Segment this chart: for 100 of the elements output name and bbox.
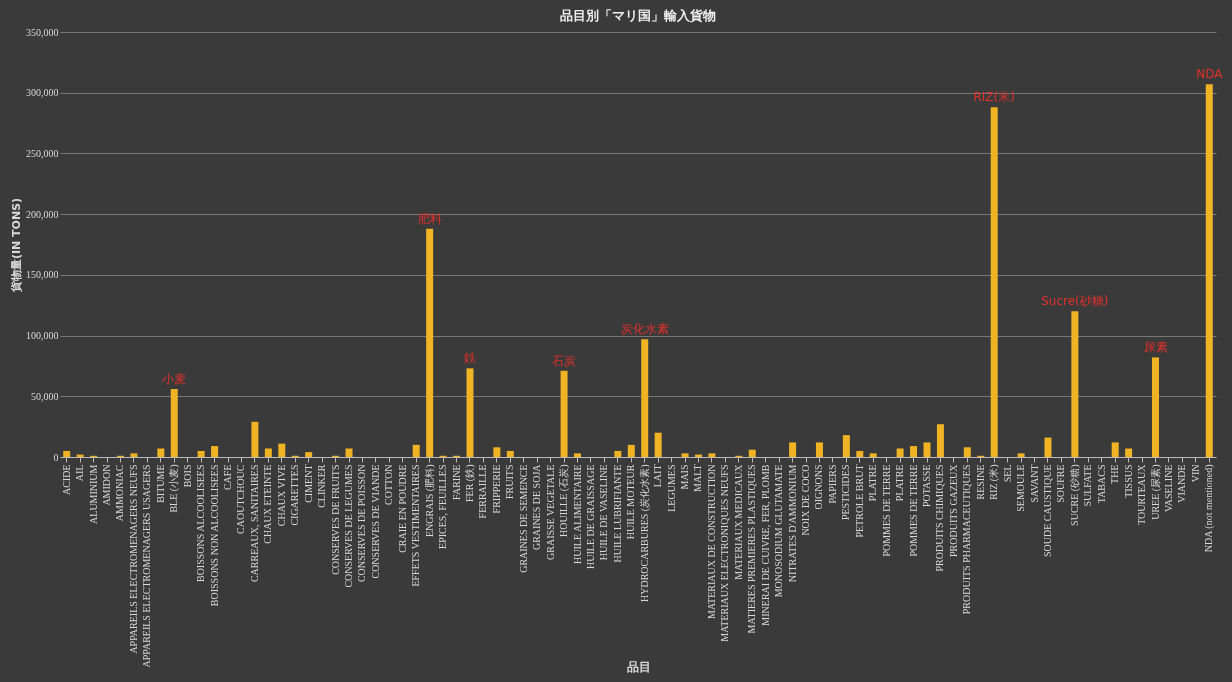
- x-tick-label: SEMOULE: [1015, 464, 1027, 512]
- x-tick-label: HOUILLE (石炭): [558, 464, 571, 537]
- bar: [170, 389, 178, 457]
- x-tick-label: EFFETS VESTIMENTAIRES: [410, 464, 422, 587]
- x-tick-label: CAFE: [222, 464, 234, 491]
- bar: [990, 107, 998, 457]
- bar: [1017, 453, 1025, 457]
- x-tick-label: CAOUTCHOUC: [235, 464, 247, 534]
- bar: [130, 453, 138, 457]
- x-tick-label: VIN: [1189, 464, 1201, 483]
- x-tick-label: CONSERVES DE POISSON: [356, 464, 368, 583]
- y-tick-label: 350,000: [26, 26, 59, 38]
- bar: [278, 443, 286, 457]
- x-tick-label: PETROLE BRUT: [853, 464, 865, 538]
- annotation: 炭化水素: [620, 322, 669, 337]
- annotation: 鉄: [463, 351, 476, 366]
- x-axis-title: 品目: [626, 659, 651, 674]
- annotation: 尿素: [1143, 340, 1168, 355]
- x-tick-label: OIGNONS: [813, 464, 825, 510]
- x-tick-label: BLE (小麦): [168, 464, 181, 513]
- bar: [748, 449, 756, 457]
- x-tick-label: MATIERES PREMIERES PLASTIQUES: [746, 464, 758, 634]
- bar: [197, 450, 205, 457]
- x-tick-label: CONSERVES DE FRUITS: [329, 464, 341, 575]
- bar: [1152, 357, 1160, 457]
- bar: [506, 450, 514, 457]
- x-tick-label: FER (鉄): [463, 464, 476, 502]
- x-tick-label: MAIS: [679, 464, 691, 490]
- x-tick-label: VASELINE: [1162, 464, 1174, 513]
- bar: [641, 339, 649, 457]
- bar: [856, 450, 864, 457]
- x-tick-label: CLINKER: [316, 464, 328, 508]
- x-tick-label: HUILE LUBRIFIANTE: [611, 464, 623, 563]
- x-tick-label: FRUITS: [504, 464, 516, 499]
- bar: [305, 452, 313, 457]
- x-tick-label: POMMES DE TERRE: [880, 464, 892, 557]
- annotation: RIZ(米): [973, 90, 1015, 105]
- bar: [815, 442, 823, 457]
- bar: [923, 442, 931, 457]
- bar: [681, 453, 689, 457]
- y-tick-label: 300,000: [26, 87, 59, 99]
- y-tick-label: 50,000: [31, 390, 59, 402]
- x-tick-label: THE: [1109, 464, 1121, 484]
- x-tick-label: GRAINES DE SEMENCE: [517, 464, 529, 573]
- bar: [1125, 448, 1133, 457]
- bar: [345, 448, 353, 457]
- x-tick-label: CHAUX VIVE: [275, 464, 287, 527]
- x-tick-label: GRAISSE VEGETALE: [544, 464, 556, 560]
- bar: [211, 446, 219, 457]
- y-tick-label: 200,000: [26, 208, 59, 220]
- x-tick-label: RESINE: [974, 464, 986, 500]
- x-tick-label: SOUDE CAUSTIQUE: [1041, 464, 1053, 557]
- x-tick-label: MINERAI DE CUIVRE, FER, PLOMB: [759, 464, 771, 626]
- x-tick-label: CARREAUX, SANITAIRES: [248, 464, 260, 583]
- x-tick-label: FRIPPERIE: [490, 464, 502, 514]
- x-tick-label: NOIX DE COCO: [800, 464, 812, 536]
- x-tick-label: BITUME: [154, 464, 166, 503]
- x-tick-label: CIGARETTES: [289, 464, 301, 526]
- x-tick-label: TISSUS: [1122, 464, 1134, 498]
- annotation: 石炭: [552, 353, 577, 368]
- x-tick-label: VIANDE: [1176, 464, 1188, 503]
- x-tick-label: BOIS: [181, 464, 193, 488]
- x-tick-label: MATERIAUX DE CONSTRUCTION: [705, 464, 717, 619]
- x-tick-label: CRAIE EN POUDRE: [396, 464, 408, 553]
- y-tick-label: 0: [53, 451, 59, 463]
- x-tick-label: APPAREILS ELECTROMENAGERS NEUFS: [127, 464, 139, 654]
- x-tick-label: PRODUITS PHARMACEUTIQUES: [961, 464, 973, 615]
- x-tick-label: MATERIAUX MEDICAUX: [732, 463, 744, 580]
- x-tick-label: SOUFRE: [1055, 464, 1067, 503]
- bar: [654, 432, 662, 457]
- bar: [842, 435, 850, 457]
- x-tick-label: PAPIERS: [826, 464, 838, 504]
- x-tick-label: TABACS: [1095, 464, 1107, 504]
- annotation: Sucre(砂糖): [1041, 294, 1109, 309]
- bar: [1071, 311, 1079, 457]
- x-tick-label: POTASSE: [921, 464, 932, 508]
- bar: [264, 448, 272, 457]
- y-tick-label: 150,000: [26, 269, 59, 281]
- x-tick-label: BOISSONS ALCOOLISEES: [195, 464, 207, 583]
- x-tick-label: HYDROCARBURES (炭化水素): [638, 464, 651, 603]
- x-tick-label: FARINE: [450, 464, 462, 500]
- bar: [63, 450, 71, 457]
- x-tick-label: LAIT: [652, 464, 664, 488]
- x-tick-label: SUCRE (砂糖): [1068, 464, 1081, 526]
- x-tick-label: LEGUMES: [665, 464, 677, 512]
- bar: [466, 368, 474, 457]
- x-tick-label: HUILE DE VASELINE: [598, 464, 610, 561]
- bar: [869, 453, 877, 457]
- bar: [910, 446, 918, 457]
- bar: [426, 228, 434, 457]
- x-tick-label: RIZ (米): [988, 464, 1001, 500]
- x-tick-label: PLATRE: [894, 464, 906, 502]
- x-tick-label: FERRAILLE: [477, 464, 489, 519]
- annotation: NDA: [1196, 67, 1224, 82]
- annotation: 肥料: [417, 211, 442, 226]
- bar: [627, 444, 635, 457]
- y-tick-label: 250,000: [26, 147, 59, 159]
- x-tick-label: PRODUITS GAZEUX: [947, 463, 959, 557]
- x-tick-label: CHAUX ETEINTE: [262, 464, 274, 544]
- x-tick-label: CONSERVES DE VIANDE: [369, 464, 381, 579]
